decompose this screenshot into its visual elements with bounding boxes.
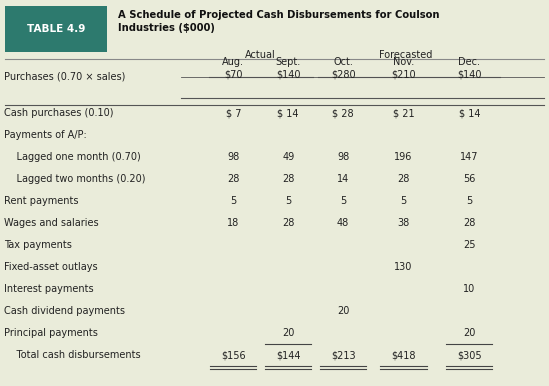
Text: $ 21: $ 21 [393, 108, 414, 118]
Text: Payments of A/P:: Payments of A/P: [4, 130, 87, 140]
Text: Aug.
$70: Aug. $70 [222, 57, 244, 79]
Text: 28: 28 [227, 174, 239, 184]
Text: Oct.
$280: Oct. $280 [331, 57, 355, 79]
Text: 28: 28 [397, 174, 410, 184]
Text: $ 28: $ 28 [332, 108, 354, 118]
Text: Cash purchases (0.10): Cash purchases (0.10) [4, 108, 114, 118]
Text: Principal payments: Principal payments [4, 328, 98, 338]
Text: Wages and salaries: Wages and salaries [4, 218, 99, 228]
Text: TABLE 4.9: TABLE 4.9 [27, 24, 86, 34]
Text: $ 14: $ 14 [458, 108, 480, 118]
Text: $ 7: $ 7 [226, 108, 241, 118]
Text: Lagged two months (0.20): Lagged two months (0.20) [4, 174, 146, 184]
Text: 98: 98 [337, 152, 349, 162]
Text: $213: $213 [331, 350, 355, 360]
Text: 28: 28 [282, 218, 294, 228]
Text: 5: 5 [285, 196, 292, 206]
Text: Interest payments: Interest payments [4, 284, 94, 294]
Text: 20: 20 [337, 306, 349, 316]
Text: Dec.
$140: Dec. $140 [457, 57, 481, 79]
Text: 28: 28 [463, 218, 475, 228]
Text: 147: 147 [460, 152, 479, 162]
Text: A Schedule of Projected Cash Disbursements for Coulson
Industries ($000): A Schedule of Projected Cash Disbursemen… [118, 10, 440, 33]
Text: $305: $305 [457, 350, 481, 360]
Text: 10: 10 [463, 284, 475, 294]
Text: 18: 18 [227, 218, 239, 228]
Text: Fixed-asset outlays: Fixed-asset outlays [4, 262, 98, 272]
Text: Total cash disbursements: Total cash disbursements [4, 350, 141, 360]
Text: 5: 5 [340, 196, 346, 206]
Text: Cash dividend payments: Cash dividend payments [4, 306, 125, 316]
Text: 5: 5 [230, 196, 237, 206]
Text: 56: 56 [463, 174, 475, 184]
Text: 49: 49 [282, 152, 294, 162]
Text: Actual: Actual [245, 50, 276, 60]
Text: Rent payments: Rent payments [4, 196, 79, 206]
FancyBboxPatch shape [5, 6, 107, 52]
Text: 28: 28 [282, 174, 294, 184]
Text: $ 14: $ 14 [277, 108, 299, 118]
Text: Forecasted: Forecasted [379, 50, 432, 60]
Text: 5: 5 [466, 196, 473, 206]
Text: Tax payments: Tax payments [4, 240, 72, 250]
Text: 38: 38 [397, 218, 410, 228]
Text: $418: $418 [391, 350, 416, 360]
Text: 20: 20 [282, 328, 294, 338]
Text: 196: 196 [394, 152, 413, 162]
Text: 25: 25 [463, 240, 475, 250]
Text: Purchases (0.70 × sales): Purchases (0.70 × sales) [4, 71, 126, 81]
Text: 5: 5 [400, 196, 407, 206]
Text: Sept.
$140: Sept. $140 [276, 57, 301, 79]
Text: Nov.
$210: Nov. $210 [391, 57, 416, 79]
Text: 98: 98 [227, 152, 239, 162]
Text: 14: 14 [337, 174, 349, 184]
Text: $156: $156 [221, 350, 245, 360]
Text: $144: $144 [276, 350, 300, 360]
Text: 48: 48 [337, 218, 349, 228]
Text: 20: 20 [463, 328, 475, 338]
Text: 130: 130 [394, 262, 413, 272]
Text: Lagged one month (0.70): Lagged one month (0.70) [4, 152, 141, 162]
